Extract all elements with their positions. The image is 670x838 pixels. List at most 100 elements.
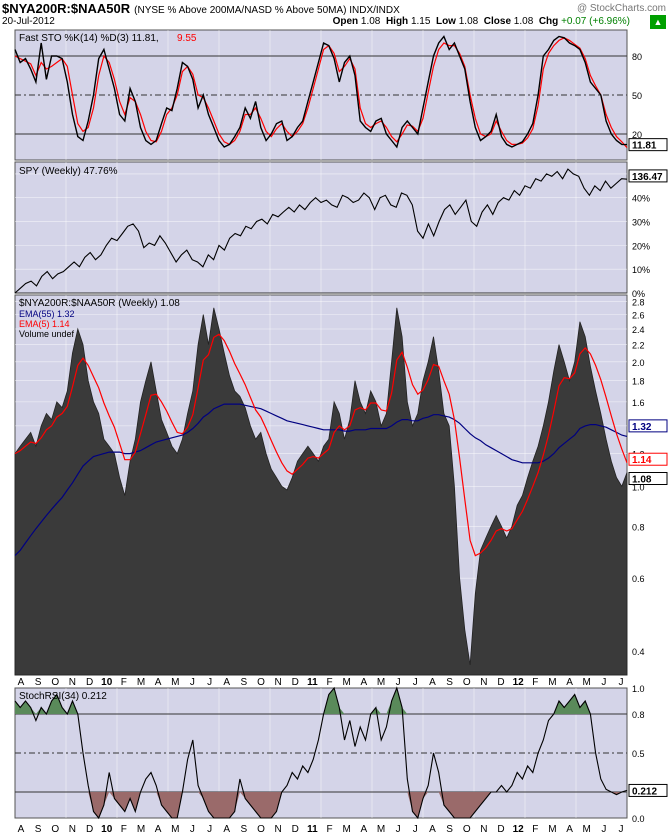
stochrsi-x-tick: 11 <box>307 824 318 835</box>
ratio-x-tick: 11 <box>307 677 318 688</box>
stochrsi-x-tick: M <box>548 824 556 835</box>
ratio-legend-item: Volume undef <box>19 329 75 339</box>
stochrsi-x-tick: M <box>583 824 591 835</box>
fast-sto-y-tick: 50 <box>632 91 642 101</box>
symbol-description: (NYSE % Above 200MA/NASD % Above 50MA) I… <box>134 5 400 16</box>
chg-label: Chg <box>538 16 559 27</box>
fast-sto-y-tick: 80 <box>632 52 642 62</box>
ratio-x-tick: A <box>429 677 436 688</box>
ratio-y-tick: 0.6 <box>632 574 645 584</box>
stochrsi-x-tick: F <box>532 824 538 835</box>
ratio-legend-item: EMA(55) 1.32 <box>19 309 75 319</box>
ema5-last-value: 1.14 <box>632 455 652 466</box>
stochrsi-x-tick: S <box>35 824 42 835</box>
stochrsi-x-tick: O <box>257 824 265 835</box>
stochrsi-last-value-box <box>628 783 668 797</box>
ratio-x-tick: O <box>463 677 471 688</box>
spy-y-tick: 40% <box>632 194 650 204</box>
spy-line <box>14 168 628 294</box>
ratio-area <box>14 307 628 676</box>
low-value: 1.08 <box>458 16 479 27</box>
stochrsi-x-tick: D <box>86 824 93 835</box>
brand-watermark: @ StockCharts.com <box>576 3 666 14</box>
stochrsi-x-tick: J <box>190 824 195 835</box>
spy-y-tick: 10% <box>632 265 650 275</box>
low-label: Low <box>435 16 456 27</box>
stochrsi-x-tick: S <box>446 824 453 835</box>
spy-last-value-box <box>628 169 668 183</box>
spy-legend-text: SPY (Weekly) 47.76% <box>19 166 118 177</box>
stochrsi-x-tick: A <box>361 824 368 835</box>
stochrsi-x-tick: D <box>497 824 504 835</box>
stochrsi-line <box>14 686 628 820</box>
ratio-x-tick: F <box>532 677 538 688</box>
ratio-x-tick: M <box>377 677 385 688</box>
spy-y-tick: 30% <box>632 218 650 228</box>
stochrsi-x-tick: F <box>121 824 127 835</box>
chg-up-arrow-icon: ▲ <box>650 15 666 29</box>
ratio-y-tick: 2.4 <box>632 325 645 335</box>
stochrsi-x-tick: D <box>292 824 299 835</box>
stochrsi-x-tick: J <box>396 824 401 835</box>
stochrsi-x-tick: N <box>480 824 487 835</box>
stochrsi-last-value: 0.212 <box>632 786 657 797</box>
ratio-x-tick: J <box>190 677 195 688</box>
stochrsi-x-tick: A <box>566 824 573 835</box>
stochrsi-y-tick: 0.8 <box>632 710 645 720</box>
ratio-y-tick: 2.8 <box>632 297 645 307</box>
chg-value: +0.07 (+6.96%) <box>561 16 630 27</box>
ema55-last-value: 1.32 <box>632 422 652 433</box>
ratio-x-tick: D <box>497 677 504 688</box>
ratio-y-tick: 2.2 <box>632 341 645 351</box>
stochrsi-x-tick: O <box>51 824 59 835</box>
ratio-x-tick: N <box>69 677 76 688</box>
high-value: 1.15 <box>410 16 431 27</box>
symbol-name: $NYA200R:$NAA50R <box>2 1 131 16</box>
ratio-x-tick: M <box>583 677 591 688</box>
ratio-y-tick: 1.0 <box>632 482 645 492</box>
ratio-y-tick: 1.8 <box>632 377 645 387</box>
stochrsi-x-tick: 10 <box>101 824 113 835</box>
ratio-x-tick: O <box>257 677 265 688</box>
stochrsi-x-tick: J <box>619 824 624 835</box>
stochrsi-x-tick: A <box>429 824 436 835</box>
ratio-x-tick: D <box>86 677 93 688</box>
stochrsi-x-tick: M <box>343 824 351 835</box>
stochrsi-y-tick: 0.0 <box>632 814 645 824</box>
fast-sto-last-value-box <box>628 138 668 152</box>
stochrsi-x-tick: O <box>463 824 471 835</box>
close-value: 1.08 <box>513 16 534 27</box>
fast-sto-legend-text: 9.55 <box>177 33 197 44</box>
stochrsi-x-tick: M <box>171 824 179 835</box>
stochrsi-overbought-fill <box>15 688 591 714</box>
ratio-x-tick: J <box>396 677 401 688</box>
stochrsi-x-tick: J <box>601 824 606 835</box>
ratio-x-tick: F <box>121 677 127 688</box>
ratio-x-tick: A <box>566 677 573 688</box>
spy-y-tick: 20% <box>632 241 650 251</box>
ratio-last-value: 1.08 <box>632 475 652 486</box>
quote-summary: Open 1.08 High 1.15 Low 1.08 Close 1.08 … <box>333 16 630 27</box>
stochrsi-x-tick: 12 <box>513 824 525 835</box>
chart-date: 20-Jul-2012 <box>2 16 55 27</box>
ratio-legend-title: $NYA200R:$NAA50R (Weekly) 1.08 <box>19 298 180 309</box>
stochrsi-x-tick: J <box>413 824 418 835</box>
ema55-line <box>14 403 628 557</box>
ratio-y-tick: 2.6 <box>632 311 645 321</box>
stochrsi-oversold-fill <box>88 792 622 818</box>
ratio-x-tick: A <box>155 677 162 688</box>
stochrsi-x-tick: M <box>377 824 385 835</box>
ratio-x-tick: 10 <box>101 677 113 688</box>
ratio-x-tick: M <box>137 677 145 688</box>
ratio-x-tick: J <box>207 677 212 688</box>
ratio-x-tick: N <box>275 677 282 688</box>
stochrsi-x-tick: A <box>155 824 162 835</box>
ratio-x-tick: J <box>601 677 606 688</box>
stochrsi-x-tick: M <box>137 824 145 835</box>
close-label: Close <box>483 16 512 27</box>
stochrsi-x-tick: J <box>207 824 212 835</box>
stochrsi-x-tick: N <box>69 824 76 835</box>
ratio-y-tick: 1.6 <box>632 398 645 408</box>
stochrsi-x-tick: A <box>18 824 25 835</box>
ratio-x-tick: M <box>548 677 556 688</box>
